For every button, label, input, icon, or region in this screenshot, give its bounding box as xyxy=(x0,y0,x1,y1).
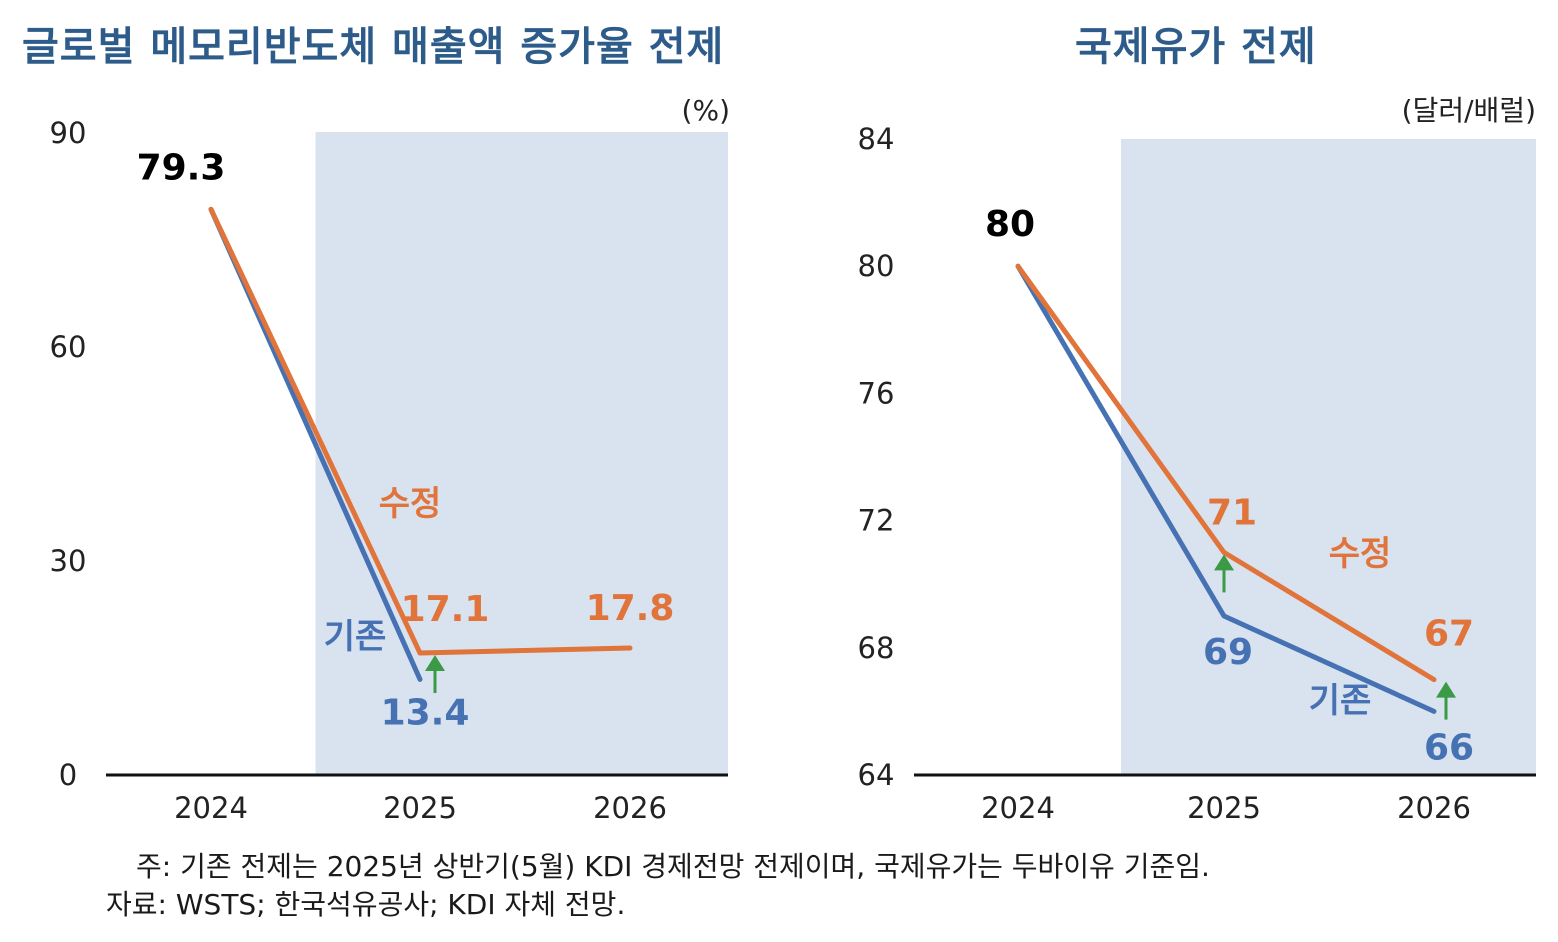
oil-y-tick: 72 xyxy=(858,504,895,538)
oil-series-line-0 xyxy=(1015,263,1437,714)
chart-title-oil: 국제유가 전제 xyxy=(1075,24,1317,70)
oil-series-name: 수정 xyxy=(1329,534,1392,574)
oil-forecast-band xyxy=(1121,139,1536,775)
oil-data-label: 67 xyxy=(1424,614,1474,655)
memory-y-tick: 0 xyxy=(59,758,77,792)
oil-x-tick: 2026 xyxy=(1397,791,1471,825)
oil-up-arrow-head-icon xyxy=(1436,681,1456,698)
memory-y-tick: 90 xyxy=(50,116,87,150)
chart-title-memory: 글로벌 메모리반도체 매출액 증가율 전제 xyxy=(22,24,725,70)
oil-x-tick: 2025 xyxy=(1187,791,1261,825)
memory-x-tick: 2025 xyxy=(383,791,457,825)
memory-series-name: 기존 xyxy=(324,617,387,657)
oil-y-tick: 68 xyxy=(858,631,895,665)
memory-x-tick: 2024 xyxy=(174,791,248,825)
memory-series-name: 수정 xyxy=(379,484,442,524)
oil-y-tick: 76 xyxy=(858,376,895,410)
memory-up-arrow-head-icon xyxy=(425,655,445,672)
oil-data-label: 71 xyxy=(1207,492,1257,533)
footnote-source: 자료: WSTS; 한국석유공사; KDI 자체 전망. xyxy=(106,888,626,921)
memory-series-line-1 xyxy=(208,206,633,656)
oil-y-tick: 80 xyxy=(858,249,895,283)
memory-y-tick: 60 xyxy=(50,330,87,364)
memory-data-label: 17.8 xyxy=(586,588,675,629)
oil-data-label: 80 xyxy=(985,204,1035,245)
memory-forecast-band xyxy=(315,132,728,775)
memory-data-label: 17.1 xyxy=(401,589,490,630)
oil-data-label: 66 xyxy=(1424,727,1474,768)
footnote-note: 주: 기존 전제는 2025년 상반기(5월) KDI 경제전망 전제이며, 국… xyxy=(136,850,1210,883)
oil-series-line-1 xyxy=(1015,263,1437,683)
oil-data-label: 69 xyxy=(1203,632,1253,673)
memory-unit-label: (%) xyxy=(682,94,730,127)
memory-x-tick: 2026 xyxy=(593,791,667,825)
oil-y-tick: 64 xyxy=(858,758,895,792)
memory-data-label: 13.4 xyxy=(381,692,470,733)
footnotes: 주: 기존 전제는 2025년 상반기(5월) KDI 경제전망 전제이며, 국… xyxy=(106,848,1210,924)
oil-x-tick: 2024 xyxy=(981,791,1055,825)
charts-canvas: 0 30 60 90 2024 2025 2026 (%) 13.4 79.3 17.1 17.8 기존… xyxy=(50,94,1536,825)
memory-y-tick: 30 xyxy=(50,544,87,578)
oil-y-tick: 84 xyxy=(858,122,895,156)
oil-series-name: 기존 xyxy=(1309,681,1372,721)
memory-data-label: 79.3 xyxy=(137,147,226,188)
oil-up-arrow-head-icon xyxy=(1214,554,1234,571)
oil-unit-label: (달러/배럴) xyxy=(1402,94,1536,127)
